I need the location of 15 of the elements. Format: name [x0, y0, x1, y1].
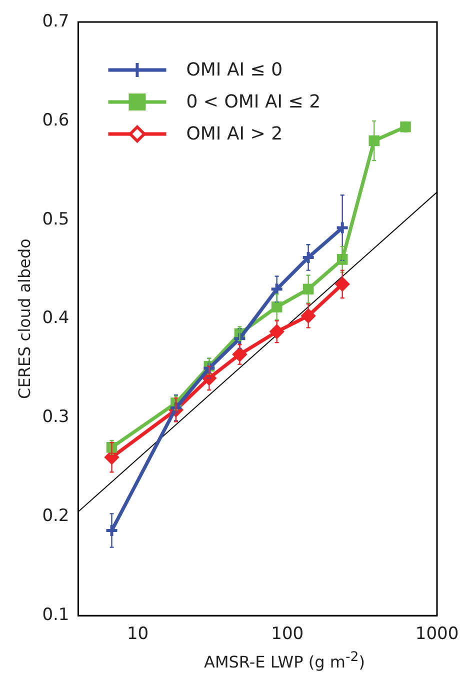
y-tick-label: 0.3 — [42, 407, 70, 428]
y-tick-label: 0.1 — [42, 605, 70, 626]
y-tick-label: 0.6 — [42, 110, 70, 130]
x-tick-label: 10 — [126, 624, 149, 644]
legend-label: OMI AI > 2 — [186, 124, 283, 145]
y-tick-label: 0.7 — [42, 11, 70, 32]
x-tick-label: 1000 — [415, 624, 459, 644]
y-tick-label: 0.5 — [42, 209, 70, 230]
y-axis-title: CERES cloud albedo — [14, 238, 34, 399]
legend-label: 0 < OMI AI ≤ 2 — [186, 92, 321, 113]
x-tick-label: 100 — [271, 624, 304, 644]
legend-label: OMI AI ≤ 0 — [186, 60, 283, 81]
y-tick-label: 0.4 — [42, 308, 70, 328]
x-axis-title: AMSR-E LWP (g m$^{-2}$) — [203, 650, 366, 672]
y-tick-label: 0.2 — [42, 506, 70, 526]
